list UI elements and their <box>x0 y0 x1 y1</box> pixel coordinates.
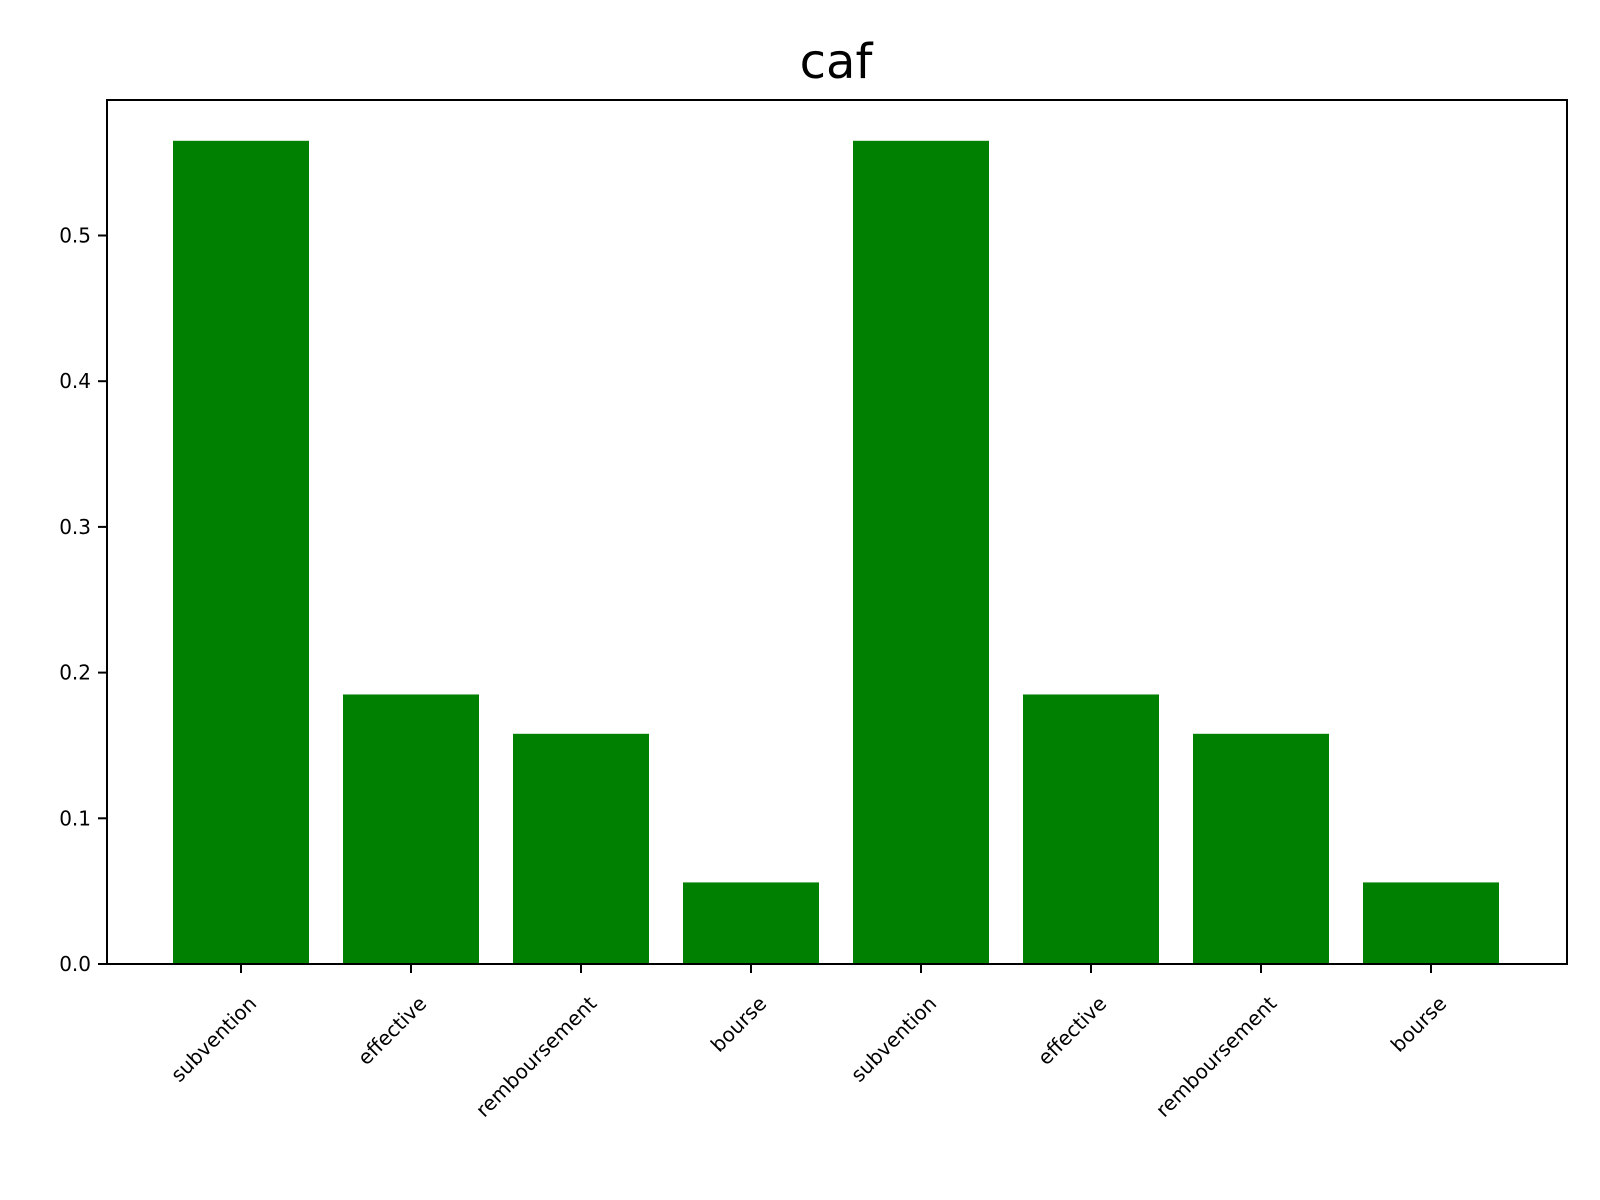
y-tick-label: 0.0 <box>59 952 91 976</box>
bar-effective <box>343 694 479 964</box>
bars-group <box>173 140 1499 964</box>
y-tick-label: 0.4 <box>59 369 91 393</box>
plot-frame <box>106 99 1568 965</box>
bar-subvention <box>173 140 309 964</box>
y-tick-label: 0.2 <box>59 661 91 685</box>
bar-remboursement <box>513 733 649 964</box>
bar-bourse <box>683 882 819 964</box>
bar-bourse <box>1363 882 1499 964</box>
y-tick-label: 0.5 <box>59 224 91 248</box>
bar-subvention <box>853 140 989 964</box>
chart-title: caf <box>800 34 874 90</box>
y-tick-label: 0.1 <box>59 806 91 830</box>
y-tick-label: 0.3 <box>59 515 91 539</box>
bar-remboursement <box>1193 733 1329 964</box>
y-axis: 0.0 0.1 0.2 0.3 0.4 0.5 <box>59 224 107 976</box>
bar-effective <box>1023 694 1159 964</box>
